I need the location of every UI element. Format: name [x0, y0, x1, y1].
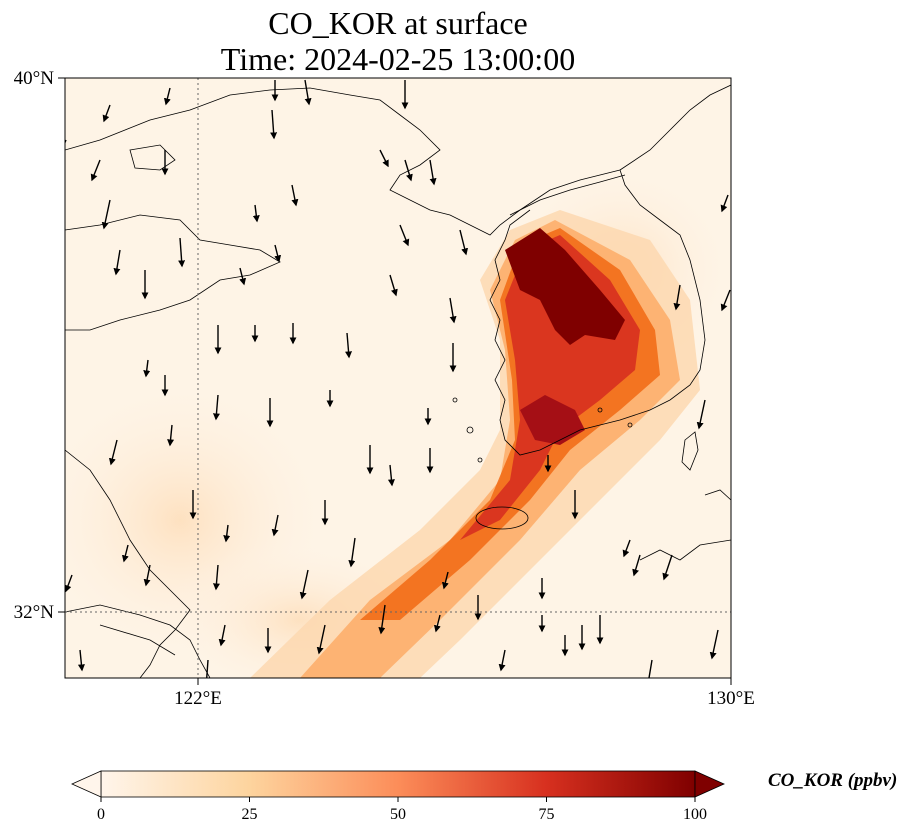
- colorbar-tick-0: 0: [97, 806, 105, 823]
- wind-arrow: [108, 439, 118, 466]
- wind-arrow: [348, 537, 356, 568]
- map-title: CO_KOR at surface: [268, 5, 528, 41]
- wind-arrow: [163, 87, 171, 106]
- lon-tick-130e: 130°E: [707, 688, 755, 709]
- wind-arrow: [696, 399, 706, 430]
- colorbar-max-extend: [694, 770, 725, 798]
- coastlines: [65, 84, 731, 678]
- wind-arrow: [101, 199, 111, 230]
- wind-arrow: [709, 629, 719, 660]
- colorbar-label: CO_KOR (ppbv): [768, 770, 898, 791]
- wind-arrow: [223, 524, 231, 543]
- wind-arrow: [720, 194, 729, 213]
- wind-vectors: [65, 79, 731, 678]
- wind-arrow: [387, 464, 395, 487]
- wind-arrow: [218, 624, 226, 647]
- wind-arrow: [143, 564, 151, 587]
- colorbar-tick-75: 75: [538, 806, 555, 823]
- wind-arrow: [379, 149, 389, 168]
- wind-arrow: [622, 539, 631, 558]
- wind-arrow: [65, 574, 73, 593]
- colorbar-tick-50: 50: [390, 806, 406, 823]
- colorbar-tick-100: 100: [683, 806, 707, 823]
- wind-arrow: [274, 244, 282, 263]
- wind-arrow: [270, 109, 278, 140]
- wind-arrow: [212, 564, 220, 591]
- map-frame: [64, 77, 732, 679]
- wind-arrow: [662, 554, 673, 581]
- wind-arrow: [206, 659, 209, 678]
- wind-arrow: [720, 289, 731, 312]
- wind-arrow: [429, 159, 437, 186]
- wind-arrow: [378, 604, 386, 635]
- wind-arrow: [459, 229, 469, 256]
- lon-tick-122e: 122°E: [174, 688, 222, 709]
- lat-tick-32n: 32°N: [14, 602, 55, 623]
- wind-arrow: [449, 297, 457, 324]
- wind-arrow: [167, 424, 175, 447]
- wind-arrow: [271, 514, 279, 537]
- wind-arrow: [645, 659, 653, 678]
- wind-arrow: [90, 159, 101, 182]
- wind-arrow: [404, 159, 413, 182]
- wind-arrow: [433, 614, 441, 633]
- wind-arrow: [345, 332, 353, 359]
- wind-arrow: [441, 571, 449, 590]
- wind-arrow: [143, 359, 151, 378]
- wind-arrow: [252, 204, 260, 223]
- wind-arrow: [304, 79, 312, 106]
- wind-arrow: [102, 104, 111, 123]
- wind-arrow: [389, 274, 398, 297]
- wind-arrow: [178, 237, 186, 268]
- wind-arrow: [113, 249, 121, 276]
- map-time: Time: 2024-02-25 13:00:00: [220, 41, 576, 77]
- wind-arrow: [299, 569, 309, 600]
- wind-arrow: [316, 624, 326, 655]
- colorbar-tick-25: 25: [241, 806, 258, 823]
- wind-arrow: [498, 649, 506, 672]
- wind-arrow: [399, 224, 410, 247]
- wind-arrow: [291, 184, 299, 207]
- co-concentration-field: [65, 78, 731, 678]
- wind-arrow: [121, 544, 129, 563]
- wind-arrow: [212, 394, 220, 421]
- colorbar: [71, 770, 725, 802]
- colorbar-min-extend: [71, 770, 102, 798]
- wind-arrow: [77, 649, 85, 672]
- wind-arrow: [239, 267, 247, 286]
- wind-arrow: [673, 284, 681, 311]
- lat-tick-40n: 40°N: [14, 68, 55, 89]
- wind-arrow: [632, 554, 641, 577]
